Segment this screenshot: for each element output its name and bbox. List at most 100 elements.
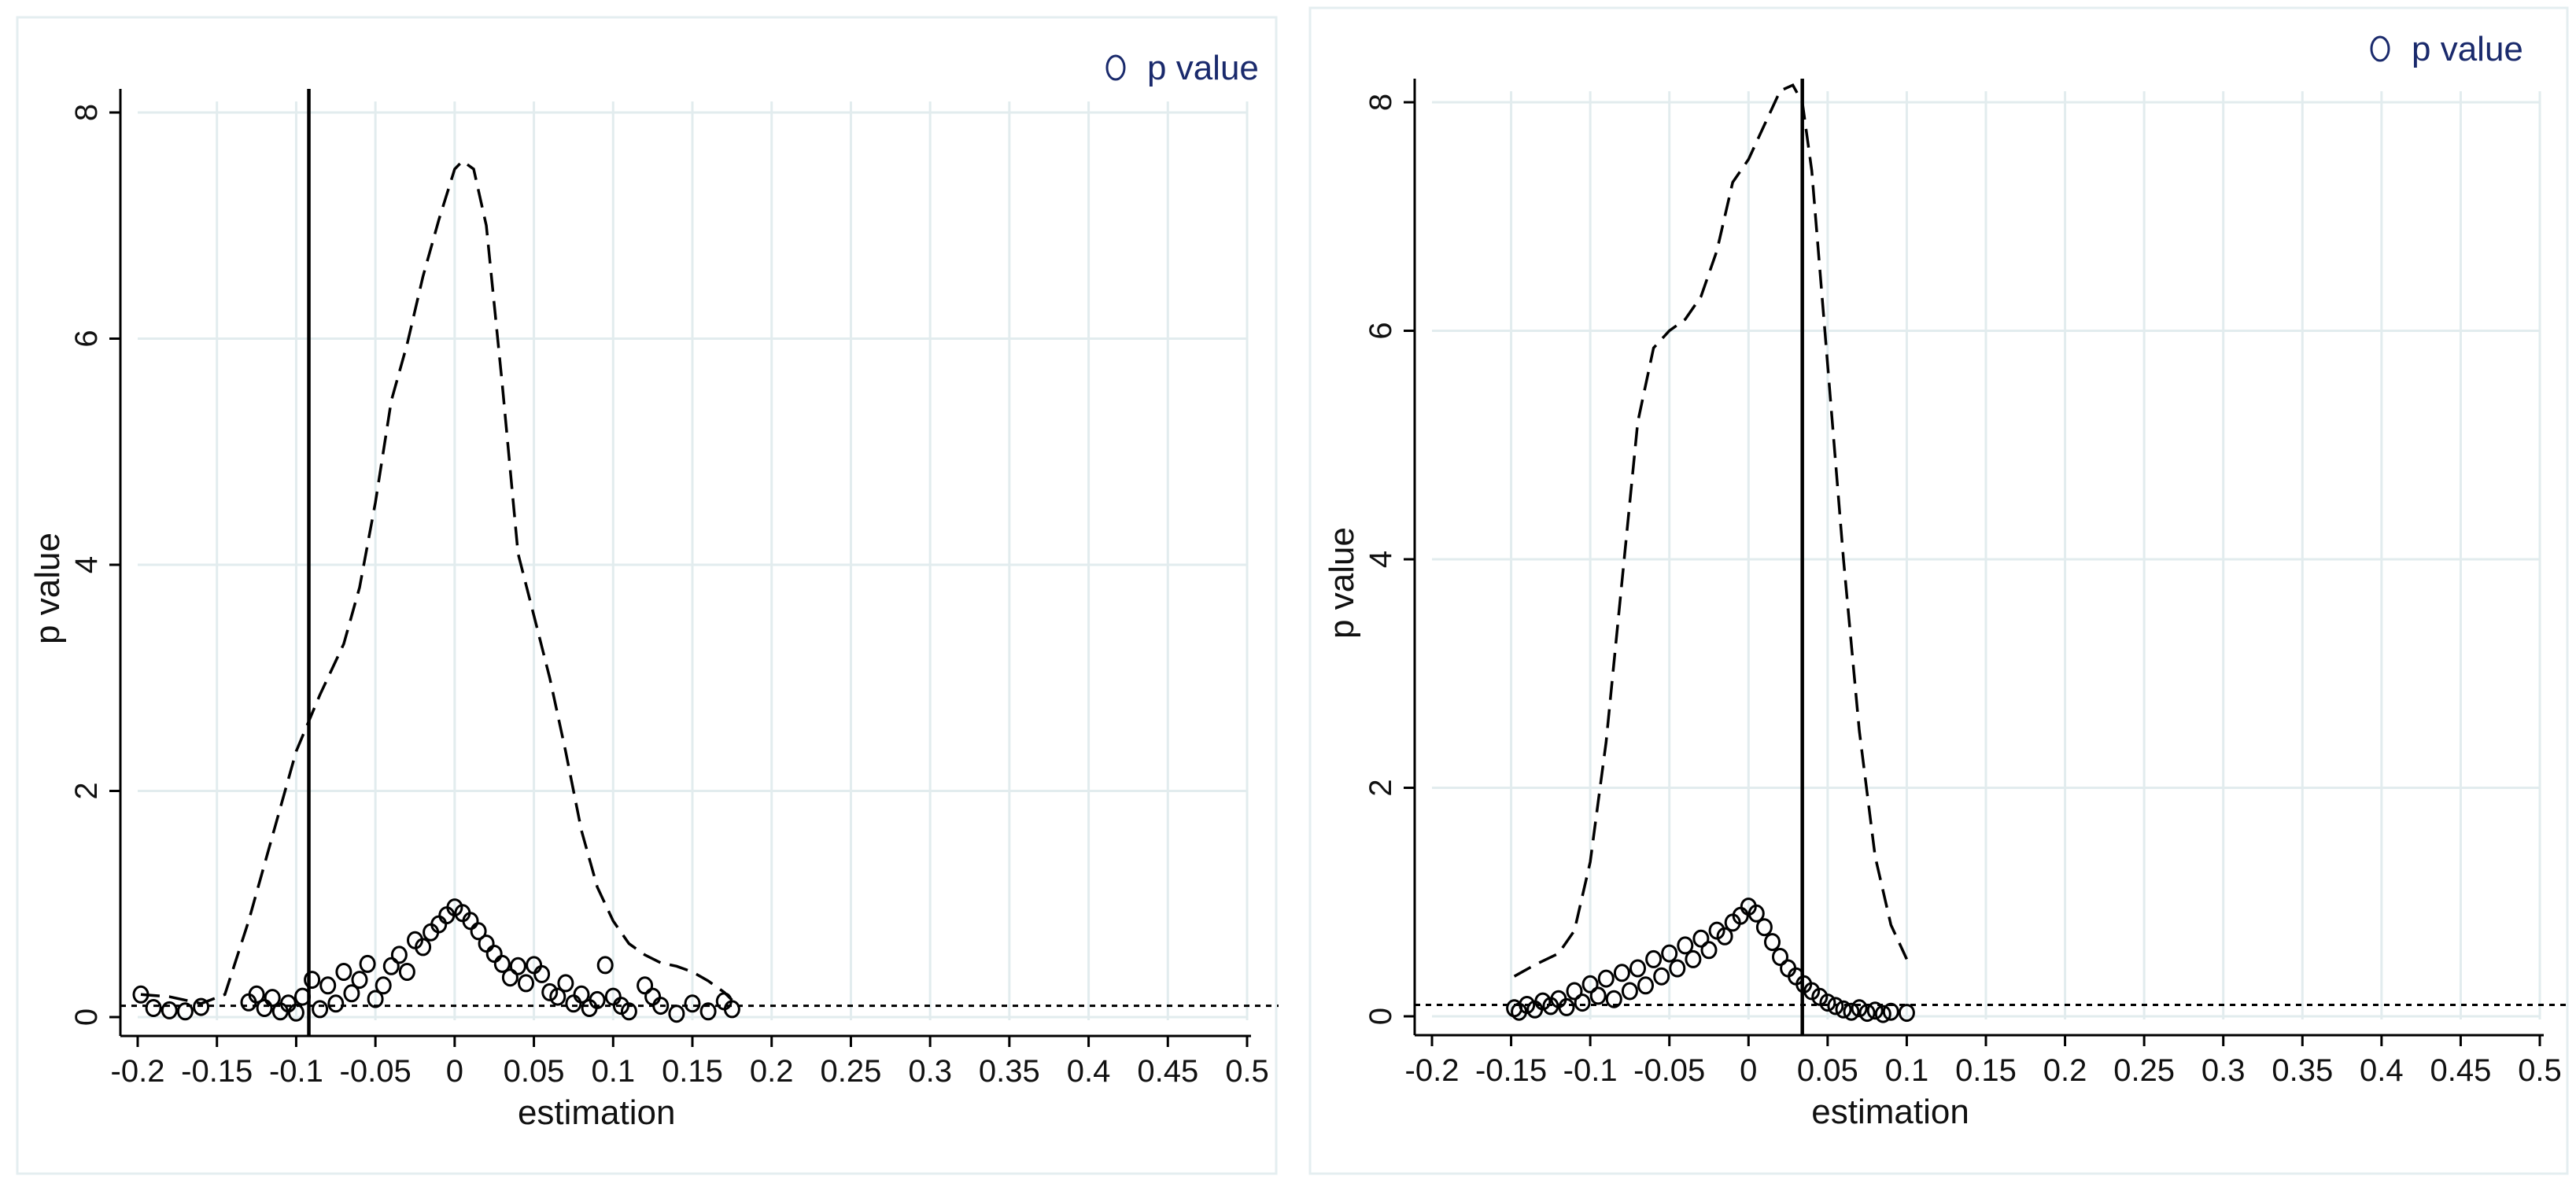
x-tick-label: 0.2 xyxy=(750,1054,794,1089)
data-point xyxy=(652,997,670,1016)
data-point xyxy=(390,946,408,964)
x-tick-label: -0.1 xyxy=(269,1054,323,1089)
x-tick-label: 0.4 xyxy=(1067,1054,1111,1089)
data-point xyxy=(1755,918,1773,937)
data-point xyxy=(1621,982,1638,1001)
x-tick-label: 0.05 xyxy=(1797,1053,1858,1088)
x-tick-label: 0.25 xyxy=(2113,1053,2175,1088)
y-tick-label: 0 xyxy=(1364,1008,1398,1025)
x-tick-label: 0.5 xyxy=(1225,1054,1269,1089)
x-tick-label: 0 xyxy=(1740,1053,1757,1088)
x-tick-label: 0.3 xyxy=(908,1054,952,1089)
y-tick-label: 8 xyxy=(69,104,104,121)
x-tick-label: 0.35 xyxy=(979,1054,1040,1089)
y-tick-label: 4 xyxy=(1364,551,1398,568)
y-tick-label: 4 xyxy=(69,556,104,573)
data-point xyxy=(415,938,432,957)
legend-marker-icon xyxy=(2370,35,2390,62)
data-point xyxy=(319,976,337,995)
data-point xyxy=(1827,997,1844,1016)
data-point xyxy=(264,989,281,1008)
data-point xyxy=(1597,969,1615,988)
data-point xyxy=(343,984,360,1003)
data-point xyxy=(684,994,701,1013)
data-point xyxy=(1581,975,1599,993)
data-point xyxy=(637,976,654,995)
data-point xyxy=(1772,948,1788,966)
x-tick-label: 0.45 xyxy=(1137,1054,1198,1089)
chart-panel-1: 0 2 4 6 8 -0.2 -0.15 -0.1 -0.05 0 0.05 0.1 0.15 0.2 0.… xyxy=(16,16,1279,1175)
data-point xyxy=(1858,1004,1876,1023)
x-tick-label: -0.05 xyxy=(340,1054,411,1089)
x-tick-label: -0.15 xyxy=(181,1054,253,1089)
data-point xyxy=(1534,992,1552,1011)
data-point xyxy=(509,957,526,975)
x-tick-label: 0.15 xyxy=(1955,1053,2017,1088)
data-point xyxy=(359,954,376,973)
data-point xyxy=(327,994,345,1013)
data-point xyxy=(1677,936,1694,955)
x-tick-label: 0.4 xyxy=(2360,1053,2404,1088)
x-axis-title: estimation xyxy=(1811,1093,1969,1131)
data-point xyxy=(1851,999,1868,1018)
y-tick-label: 2 xyxy=(1364,779,1398,796)
x-tick-label: -0.15 xyxy=(1475,1053,1547,1088)
data-point xyxy=(1692,929,1710,948)
y-axis-title: p value xyxy=(1323,527,1361,639)
data-point xyxy=(145,999,162,1017)
legend-label: p value xyxy=(1147,49,1259,87)
data-point xyxy=(248,985,265,1004)
y-tick-label: 2 xyxy=(69,782,104,799)
data-point xyxy=(620,1002,637,1021)
x-tick-label: 0.15 xyxy=(662,1054,723,1089)
data-point xyxy=(161,1001,178,1019)
data-point xyxy=(1835,1000,1852,1019)
data-point xyxy=(699,1002,717,1021)
data-point xyxy=(1882,1002,1899,1021)
y-tick-label: 8 xyxy=(1364,94,1398,111)
data-point xyxy=(1819,993,1836,1012)
x-tick-label: 0.45 xyxy=(2430,1053,2491,1088)
data-point xyxy=(1700,941,1718,960)
data-point xyxy=(287,1003,304,1022)
data-point xyxy=(1519,996,1536,1014)
data-point xyxy=(549,987,566,1006)
data-point xyxy=(1685,949,1702,968)
data-point xyxy=(1764,933,1781,952)
y-tick-label: 6 xyxy=(1364,322,1398,339)
data-point xyxy=(1669,959,1686,978)
data-point xyxy=(1589,986,1607,1005)
x-axis-title: estimation xyxy=(518,1093,676,1132)
x-tick-label: -0.05 xyxy=(1633,1053,1705,1088)
density-curve xyxy=(140,159,733,1005)
panel-frame xyxy=(16,16,1278,1175)
x-tick-label: -0.2 xyxy=(1405,1053,1460,1088)
data-point xyxy=(1566,982,1583,1001)
data-point xyxy=(1898,1004,1915,1023)
data-point xyxy=(501,968,519,987)
data-point xyxy=(294,987,311,1006)
data-point xyxy=(1605,990,1622,1008)
x-tick-label: 0.35 xyxy=(2272,1053,2333,1088)
data-point xyxy=(382,957,400,975)
data-point xyxy=(1637,976,1654,995)
data-point xyxy=(589,990,606,1009)
data-point xyxy=(723,1000,740,1019)
chart-panel-2: 0 2 4 6 8 -0.2 -0.15 -0.1 -0.05 0 0.05 0.1 0.15 0.2 0.… xyxy=(1308,6,2571,1175)
y-axis-title: p value xyxy=(28,533,67,644)
x-tick-label: 0.1 xyxy=(591,1054,635,1089)
data-point xyxy=(1574,993,1591,1012)
data-point xyxy=(1747,904,1765,923)
data-point xyxy=(132,985,149,1004)
x-tick-label: -0.1 xyxy=(1563,1053,1618,1088)
data-point xyxy=(375,976,392,995)
data-point xyxy=(351,971,368,990)
x-tick-label: 0 xyxy=(446,1054,463,1089)
data-point xyxy=(1843,1002,1860,1021)
data-point xyxy=(541,982,559,1001)
density-curve xyxy=(1513,83,1908,978)
data-point xyxy=(518,974,534,993)
legend-label: p value xyxy=(2412,30,2523,68)
data-point xyxy=(533,964,551,983)
